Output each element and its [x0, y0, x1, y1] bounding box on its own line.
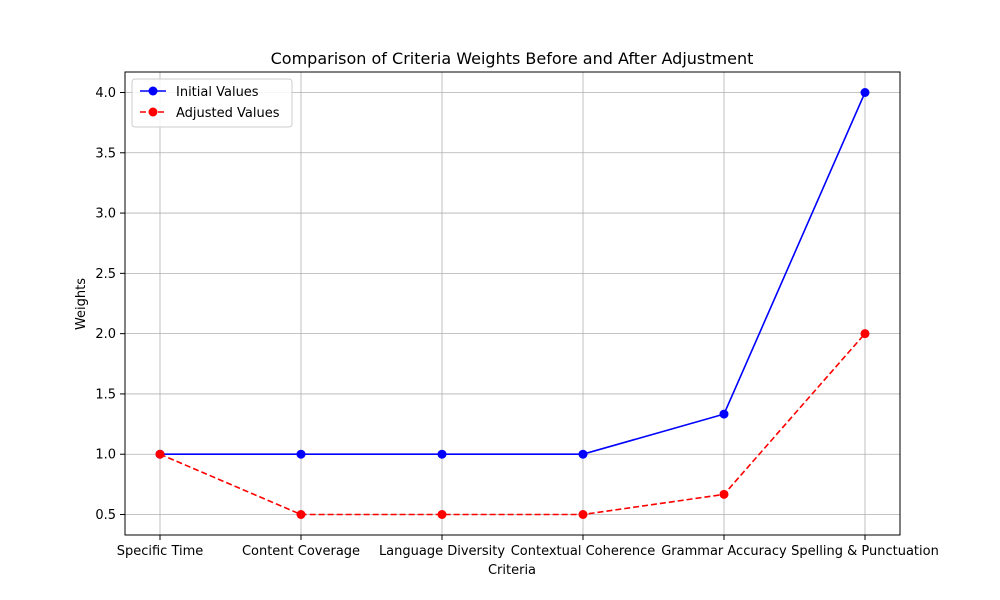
y-tick-label: 2.0: [95, 327, 116, 342]
data-point-initial-values: [860, 87, 870, 97]
y-axis-ticks: 0.5 1.0 1.5 2.0 2.5 3.0 3.5 4.0: [95, 86, 125, 523]
x-tick-label: Spelling & Punctuation: [791, 544, 939, 559]
data-point-adjusted-values: [437, 510, 447, 520]
x-tick-label: Grammar Accuracy: [661, 544, 787, 559]
series-line-adjusted-values: [159, 333, 866, 516]
y-tick-label: 2.5: [95, 267, 116, 282]
x-axis-ticks: Specific Time Content Coverage Language Di…: [117, 535, 939, 559]
data-point-adjusted-values: [719, 489, 729, 499]
series-line-initial-values: [160, 92, 866, 456]
data-point-initial-values: [437, 449, 447, 459]
x-tick-label: Language Diversity: [379, 544, 505, 559]
data-point-adjusted-values: [578, 510, 588, 520]
legend-box: [131, 78, 293, 128]
y-tick-label: 3.0: [95, 207, 116, 222]
data-point-initial-values: [296, 449, 306, 459]
x-tick-label: Specific Time: [117, 544, 204, 559]
legend-swatch-initial-marker: [148, 86, 158, 96]
y-tick-label: 1.5: [95, 387, 116, 402]
legend-label-initial: Initial Values: [176, 85, 259, 100]
legend-swatch-adjusted-marker: [148, 107, 158, 117]
y-tick-label: 1.0: [95, 448, 116, 463]
x-tick-label: Contextual Coherence: [511, 544, 656, 559]
x-axis-label: Criteria: [488, 563, 536, 578]
y-axis-label: Weights: [74, 278, 89, 330]
y-tick-label: 0.5: [95, 508, 116, 523]
y-tick-label: 4.0: [95, 86, 116, 101]
legend-label-adjusted: Adjusted Values: [176, 106, 280, 121]
legend: Initial Values Adjusted Values: [131, 78, 293, 128]
data-point-initial-values: [719, 409, 729, 419]
data-point-adjusted-values: [155, 449, 165, 459]
data-point-adjusted-values: [296, 510, 306, 520]
chart-title: Comparison of Criteria Weights Before an…: [271, 49, 754, 68]
plot-area-frame: [124, 71, 901, 536]
data-point-adjusted-values: [860, 329, 870, 339]
x-tick-label: Content Coverage: [242, 544, 360, 559]
y-tick-label: 3.5: [95, 146, 116, 161]
series-layer: [155, 87, 870, 520]
data-point-initial-values: [578, 449, 588, 459]
